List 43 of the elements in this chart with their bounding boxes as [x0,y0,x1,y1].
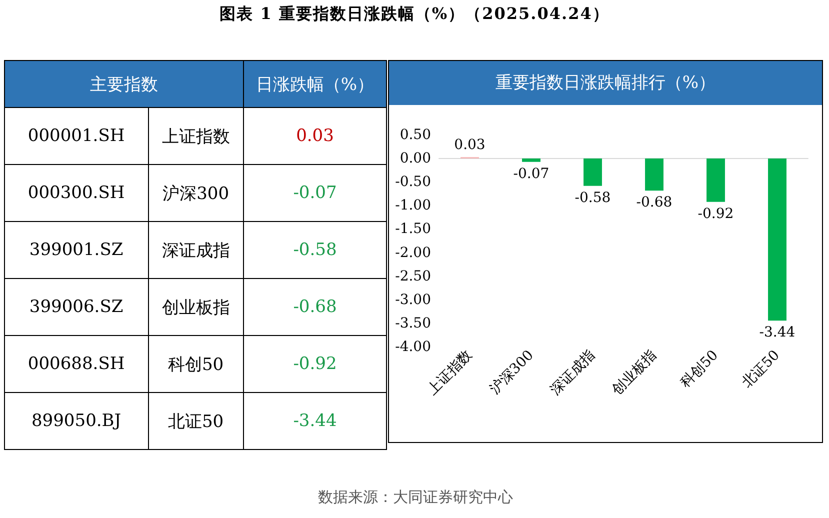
text: 0.03 [244,108,386,164]
text: 日涨跌幅（%） [244,60,386,108]
text: 深证成指 [148,222,244,278]
text: -3.44 [244,392,386,450]
y-tick-label: -4.00 [395,339,431,355]
text: -0.68 [244,278,386,336]
y-tick-label: -3.00 [395,292,431,308]
text: 创业板指 [148,278,244,336]
data-label: -0.68 [636,194,672,211]
text: 图表 1 重要指数日涨跌幅（%）（2025.04.24） [218,4,610,25]
text: 399006.SZ [4,278,148,336]
y-tick-label: -3.50 [395,315,431,332]
text: 000001.SH [4,108,148,164]
text: 000300.SH [4,164,148,222]
text: 899050.BJ [4,392,148,450]
source-note: 数据来源：大同证券研究中心 [317,488,514,507]
text: 沪深300 [148,164,244,222]
text: 北证50 [148,392,244,450]
data-label: -0.07 [513,166,550,182]
y-tick-label: 0.00 [400,150,431,167]
data-label: -0.92 [698,206,734,222]
text: 000688.SH [4,336,148,392]
y-tick-label: -1.50 [395,221,431,238]
text: -0.92 [244,336,386,392]
chart-title: 重要指数日涨跌幅排行（%） [389,61,822,105]
y-tick-label: -2.50 [395,268,431,284]
data-label: -0.58 [574,190,611,206]
text: 399001.SZ [4,222,148,278]
x-tick-label: 北证50 [739,347,783,392]
text: -0.07 [244,164,386,222]
x-tick-label: 创业板指 [608,347,660,398]
text: 上证指数 [148,108,244,164]
y-tick-label: 0.50 [400,127,431,143]
data-label: -3.44 [759,324,796,341]
x-tick-label: 沪深300 [486,347,537,398]
y-tick-label: -1.00 [395,198,431,214]
text: -0.58 [244,222,386,278]
x-tick-label: 深证成指 [547,347,598,398]
data-label: 0.03 [454,137,486,154]
y-tick-label: -2.00 [395,244,431,261]
y-tick-label: -0.50 [395,174,431,190]
x-tick-label: 科创50 [678,347,722,392]
text: 主要指数 [4,60,244,108]
